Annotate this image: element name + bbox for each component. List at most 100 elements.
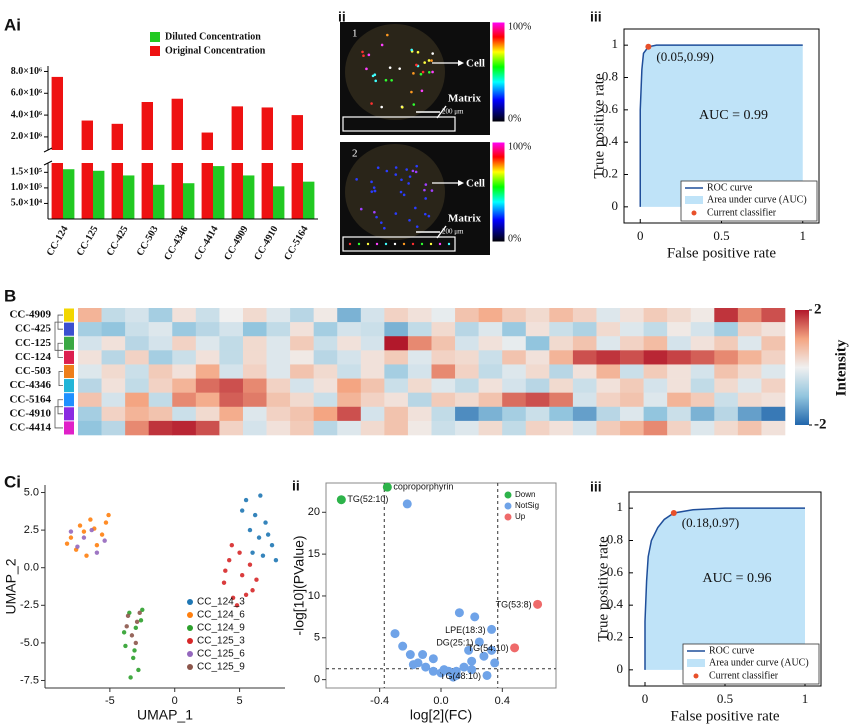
heatmap-cell — [572, 364, 597, 379]
x-tick-label: 0 — [172, 695, 178, 707]
heatmap-cell — [549, 336, 574, 351]
point — [128, 675, 133, 680]
heatmap-cell — [148, 336, 173, 351]
heatmap-cell — [313, 406, 338, 422]
heatmap-cell — [172, 420, 197, 436]
heatmap-cell — [737, 378, 762, 393]
ion-spot — [386, 33, 389, 37]
heatmap-cell — [360, 308, 385, 323]
ion-spot — [407, 182, 410, 185]
heatmap-cell — [478, 350, 503, 365]
legend-swatch — [685, 196, 703, 204]
heatmap-cell — [219, 392, 244, 408]
panel-label: iii — [590, 479, 602, 495]
y-tick-label: 4.0×10⁶ — [11, 109, 42, 120]
x-tick-label: CC-5164 — [282, 224, 310, 262]
legend-label: Current classifier — [707, 207, 777, 218]
ion-spot — [430, 189, 434, 192]
ion-spot — [402, 193, 406, 197]
heatmap-cell — [101, 392, 126, 408]
colorbar — [491, 21, 506, 123]
heatmap-cell — [290, 378, 314, 393]
ion-spot — [405, 168, 409, 171]
legend-label: Down — [515, 490, 535, 499]
point — [234, 603, 240, 608]
heatmap-cell — [172, 378, 197, 393]
ion-spot — [394, 212, 398, 215]
heatmap-cell — [266, 336, 291, 351]
matrix-box — [342, 236, 456, 252]
heatmap-cell — [337, 336, 362, 351]
heatmap-cell — [101, 378, 126, 393]
heatmap-cell — [78, 336, 102, 351]
point — [77, 523, 83, 528]
ion-spot — [429, 242, 433, 246]
heatmap-cell — [101, 350, 126, 365]
heatmap-cell — [667, 406, 692, 422]
x-tick-label: CC-503 — [135, 224, 161, 258]
ion-spot — [411, 242, 415, 246]
point — [252, 512, 258, 518]
x-tick-label: CC-4346 — [162, 224, 190, 262]
heatmap-cell — [384, 308, 409, 323]
heatmap-cell — [407, 406, 432, 422]
heatmap-cell — [714, 308, 739, 323]
ion-spot — [385, 169, 389, 173]
row-label: CC-125 — [15, 337, 52, 349]
y-tick-label: 1.0×10⁵ — [11, 182, 42, 193]
heatmap-cell — [596, 364, 621, 379]
row-label: CC-4910 — [9, 407, 51, 419]
ion-spot — [373, 189, 377, 193]
heatmap-cell — [384, 392, 409, 408]
heatmap-cell — [172, 336, 197, 351]
heatmap-cell — [455, 378, 479, 393]
heatmap-cell — [549, 378, 574, 393]
row-label: CC-5164 — [9, 393, 51, 405]
ion-spot — [394, 173, 398, 176]
heatmap-cell — [620, 378, 644, 393]
legend-label: CC_125_3 — [197, 636, 245, 647]
heatmap-cell — [195, 322, 220, 337]
heatmap-cell — [101, 308, 126, 323]
heatmap-cell — [266, 322, 291, 337]
heatmap-cell — [101, 420, 126, 436]
point — [132, 648, 137, 653]
heatmap-cell — [761, 420, 786, 436]
ion-spot — [372, 186, 376, 189]
heatmap-cell — [407, 420, 432, 436]
heatmap-cell — [478, 406, 503, 422]
heatmap-cell — [242, 322, 267, 337]
cell-region — [345, 24, 445, 120]
x-axis-label: False positive rate — [667, 245, 776, 261]
heatmap-cell — [525, 378, 550, 393]
point — [124, 624, 129, 629]
heatmap-cell — [596, 336, 621, 351]
y-tick-label: 0.8 — [602, 68, 618, 83]
matrix-label: Matrix — [448, 93, 481, 105]
point — [230, 595, 236, 600]
point — [487, 645, 497, 655]
ion-spot — [427, 59, 431, 62]
heatmap-cell — [502, 364, 527, 379]
bar — [153, 184, 165, 219]
point — [479, 651, 489, 661]
point — [129, 633, 135, 638]
point — [227, 557, 232, 563]
heatmap-cell — [502, 420, 527, 436]
heatmap-cell — [172, 392, 197, 408]
matrix-box — [342, 116, 456, 132]
ion-spot — [410, 90, 413, 94]
x-axis-label: UMAP_1 — [137, 707, 193, 723]
cell-region — [345, 144, 445, 240]
heatmap-cell — [737, 420, 762, 436]
heatmap-cell — [572, 350, 597, 365]
heatmap-cell — [643, 364, 668, 379]
heatmap-cell — [714, 322, 739, 337]
heatmap-cell — [148, 308, 173, 323]
heatmap-cell — [478, 364, 503, 379]
legend-dot — [693, 673, 699, 679]
ion-spot — [414, 206, 417, 210]
colorbar-tick-label: -2 — [814, 416, 827, 432]
heatmap-cell — [125, 322, 149, 337]
